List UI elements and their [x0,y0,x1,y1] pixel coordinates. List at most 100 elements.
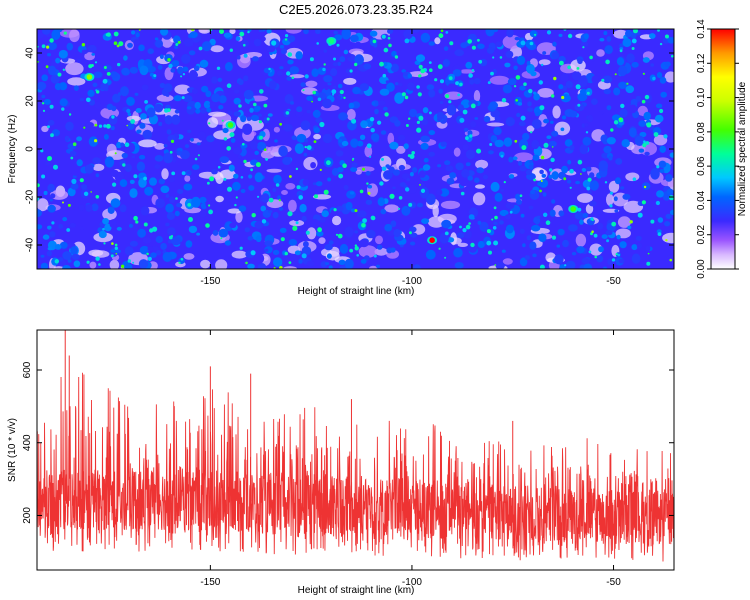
speckle-mid [79,226,85,230]
speckle-high [539,105,545,111]
speckle-mid [196,142,201,146]
speckle-high [490,71,494,76]
speckle-mid [133,39,141,45]
speckle-mid [529,30,538,38]
speckle-mid [531,224,541,232]
speckle-low [346,109,356,121]
speckle-high [459,225,462,229]
speckle-mid [211,169,218,175]
speckle-peak [642,72,646,75]
speckle-mid [248,174,253,179]
speckle-mid [201,85,209,93]
speckle-high [261,219,267,224]
speckle-high [379,181,384,186]
speckle-mid [64,135,70,142]
speckle-mid [591,75,599,84]
colorbar-tick-label: 0.04 [696,190,707,210]
speckle-high [149,228,154,233]
speckle-high [416,85,420,89]
speckle-peak [170,139,175,143]
speckle-low [92,163,105,171]
speckle-high [47,156,52,161]
speckle-mid [254,105,261,111]
speckle-mid [383,106,388,111]
speckle-high [62,68,66,72]
speckle-mid [495,41,503,48]
spectrogram-y-axis: -40 -20 0 20 40 [25,47,674,252]
speckle-mid [567,159,572,165]
x-tick-label: -150 [200,577,220,588]
speckle-high [379,61,384,67]
speckle-mid [91,53,95,56]
speckle-mid [603,88,611,95]
speckle-high [333,57,336,61]
speckle-high [207,181,210,185]
speckle-mid [554,254,564,265]
speckle-high [40,149,44,153]
speckle-mid [71,253,80,260]
speckle-mid [291,135,297,141]
speckle-mid [138,259,149,269]
speckle-mid [255,235,262,243]
speckle-mid [469,79,475,85]
speckle-high [611,258,616,262]
speckle-high [408,117,411,120]
speckle-mid [463,127,469,132]
speckle-high [79,178,84,183]
speckle-mid [421,218,430,225]
speckle-mid [140,206,150,216]
speckle-high [102,227,105,231]
speckle-mid [302,178,310,186]
speckle-peak [643,185,647,189]
speckle-high [243,159,247,164]
speckle-peak [614,73,617,76]
speckle-high [226,83,232,88]
speckle-mid [149,177,157,186]
speckle-mid [238,205,247,212]
speckle-mid [174,45,178,49]
speckle-high [258,120,262,124]
speckle-high [133,215,138,221]
speckle-mid [139,154,146,160]
speckle-mid [428,130,436,136]
speckle-mid [508,174,515,179]
speckle-high [301,253,307,259]
speckle-low [281,190,288,195]
speckle-high [284,251,288,256]
speckle-mid [561,165,568,174]
speckle-mid [387,29,394,34]
speckle-mid [591,98,598,105]
speckle-mid [254,150,259,155]
speckle-high [541,63,544,67]
speckle-mid [370,133,380,142]
speckle-mid [126,108,131,114]
speckle-mid [579,143,589,155]
speckle-mid [415,54,426,62]
speckle-high [500,154,504,158]
speckle-mid [426,193,436,205]
speckle-mid [277,195,281,200]
speckle-mid [455,162,464,171]
speckle-low [305,80,318,88]
speckle-mid [54,244,62,250]
speckle-peak [494,264,497,266]
speckle-mid [439,232,449,244]
speckle-high [530,131,533,134]
speckle-mid [407,73,412,79]
speckle-mid [141,84,149,91]
speckle-low [489,75,510,85]
speckle-mid [350,167,358,172]
speckle-peak [90,191,92,193]
speckle-mid [127,112,132,117]
speckle-mid [627,225,632,230]
speckle-low [457,242,468,247]
speckle-mid [328,240,334,245]
speckle-high [457,93,461,97]
speckle-high [112,182,117,187]
speckle-high [499,56,503,59]
speckle-mid [233,89,240,94]
speckle-mid [638,120,647,127]
speckle-high [41,174,46,179]
x-tick-label: -50 [606,577,621,588]
speckle-mid [140,113,147,120]
